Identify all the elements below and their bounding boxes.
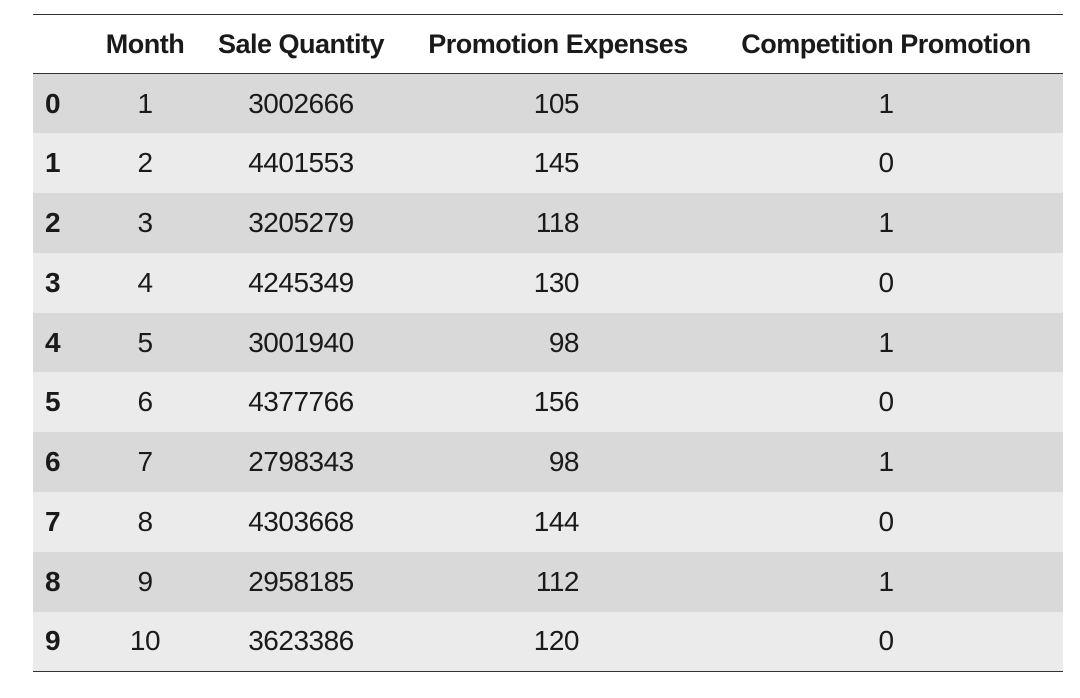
promotion-expenses-cell: 120 [407, 611, 709, 672]
table-row: 2 3 3205279 118 1 [33, 193, 1063, 253]
month-cell: 3 [95, 193, 195, 253]
promotion-expenses-cell: 118 [407, 193, 709, 253]
promotion-expenses-cell: 105 [407, 73, 709, 134]
sale-quantity-cell: 4303668 [195, 492, 407, 552]
table-row: 3 4 4245349 130 0 [33, 252, 1063, 313]
header-month: Month [105, 28, 185, 59]
table-row: 9 10 3623386 120 0 [33, 611, 1063, 672]
competition-promotion-cell: 1 [709, 312, 1063, 373]
promotion-expenses-cell: 130 [407, 252, 709, 313]
month-cell: 7 [95, 432, 195, 493]
table-body: 0 1 3002666 105 1 1 2 4401553 145 0 2 3 3205279 118 1 3… [33, 73, 1063, 672]
header-sale-quantity: Sale Quantity [217, 28, 385, 59]
competition-promotion-cell: 0 [709, 133, 1063, 194]
month-cell: 4 [95, 252, 195, 313]
row-index-cell: 9 [33, 611, 95, 672]
row-index-cell: 6 [33, 432, 95, 493]
header-competition-promotion: Competition Promotion [741, 28, 1031, 59]
row-index-cell: 7 [33, 492, 95, 552]
competition-promotion-cell: 0 [709, 252, 1063, 313]
sale-quantity-cell: 4377766 [195, 372, 407, 433]
promotion-expenses-cell: 144 [407, 492, 709, 552]
dataframe-table-container: Month Sale Quantity Promotion Expenses C… [33, 14, 1063, 672]
competition-promotion-cell: 1 [709, 73, 1063, 134]
table-row: 6 7 2798343 98 1 [33, 432, 1063, 493]
table-row: 5 6 4377766 156 0 [33, 372, 1063, 433]
month-cell: 2 [95, 133, 195, 194]
competition-promotion-cell: 0 [709, 611, 1063, 672]
month-cell: 1 [95, 73, 195, 134]
competition-promotion-cell: 1 [709, 193, 1063, 253]
dataframe-table: Month Sale Quantity Promotion Expenses C… [33, 14, 1063, 672]
table-row: 7 8 4303668 144 0 [33, 492, 1063, 552]
row-index-cell: 4 [33, 312, 95, 373]
competition-promotion-cell: 0 [709, 492, 1063, 552]
month-cell: 5 [95, 312, 195, 373]
sale-quantity-cell: 3205279 [195, 193, 407, 253]
header-row: Month Sale Quantity Promotion Expenses C… [33, 14, 1063, 74]
sale-quantity-cell: 3002666 [195, 73, 407, 134]
sale-quantity-cell: 3623386 [195, 611, 407, 672]
sale-quantity-cell: 2958185 [195, 551, 407, 612]
row-index-cell: 2 [33, 193, 95, 253]
sale-quantity-cell: 2798343 [195, 432, 407, 493]
month-cell: 10 [95, 611, 195, 672]
row-index-cell: 1 [33, 133, 95, 194]
sale-quantity-cell: 4401553 [195, 133, 407, 194]
promotion-expenses-cell: 98 [407, 312, 709, 373]
promotion-expenses-cell: 112 [407, 551, 709, 612]
competition-promotion-cell: 1 [709, 551, 1063, 612]
promotion-expenses-cell: 156 [407, 372, 709, 433]
table-row: 0 1 3002666 105 1 [33, 73, 1063, 134]
row-index-cell: 0 [33, 73, 95, 134]
promotion-expenses-cell: 145 [407, 133, 709, 194]
month-cell: 6 [95, 372, 195, 433]
sale-quantity-cell: 4245349 [195, 252, 407, 313]
sale-quantity-cell: 3001940 [195, 312, 407, 373]
header-index [33, 15, 95, 74]
row-index-cell: 5 [33, 372, 95, 433]
promotion-expenses-cell: 98 [407, 432, 709, 493]
competition-promotion-cell: 0 [709, 372, 1063, 433]
month-cell: 9 [95, 551, 195, 612]
header-promotion-expenses: Promotion Expenses [428, 28, 688, 59]
table-header: Month Sale Quantity Promotion Expenses C… [33, 14, 1063, 74]
table-row: 4 5 3001940 98 1 [33, 312, 1063, 373]
table-row: 1 2 4401553 145 0 [33, 133, 1063, 194]
row-index-cell: 3 [33, 252, 95, 313]
table-row: 8 9 2958185 112 1 [33, 551, 1063, 612]
row-index-cell: 8 [33, 551, 95, 612]
month-cell: 8 [95, 492, 195, 552]
competition-promotion-cell: 1 [709, 432, 1063, 493]
